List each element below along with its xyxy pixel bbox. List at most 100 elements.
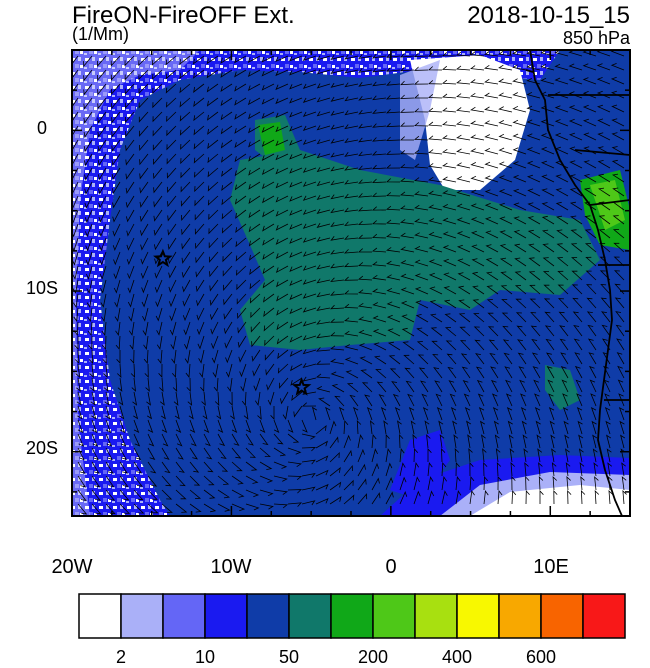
wind-barb [188,405,194,420]
wind-barb [371,477,380,491]
wind-barb [262,223,275,232]
coastline [525,50,630,516]
wind-barb [344,262,359,268]
wind-barb [456,231,471,239]
wind-barb [282,405,289,420]
wind-barb [472,285,485,295]
wind-barb [540,77,555,85]
wind-barb [228,391,233,407]
wind-barb [287,419,294,433]
wind-barb [168,279,177,293]
wind-barb [161,475,172,487]
wind-barb [371,220,387,225]
wind-barb [119,419,126,434]
wind-barb [234,167,247,177]
wind-barb [358,329,373,337]
wind-barb [604,393,611,407]
wind-barb [75,363,81,378]
wind-barb [84,195,93,209]
wind-barb [241,391,247,407]
wind-barb [400,273,415,281]
wind-barb [372,178,387,184]
wind-barb [372,329,387,337]
wind-barb [330,194,345,200]
wind-barb [153,195,163,208]
wind-barb [400,219,415,225]
wind-barb [289,321,303,329]
wind-barb [262,209,275,218]
wind-barb [442,217,457,225]
wind-barb [254,391,261,406]
wind-barb [329,481,342,491]
wind-barb [531,339,541,351]
wind-barb [195,237,205,250]
wind-barb [315,373,331,379]
wind-barb [329,451,340,463]
wind-barb [450,406,457,421]
wind-barb [203,503,217,513]
wind-barb [577,420,583,435]
wind-barb [275,139,289,147]
wind-barb [166,97,177,108]
wind-barb [301,419,308,433]
wind-barb [500,271,513,281]
wind-barb [529,284,541,295]
wind-barb [403,354,415,365]
wind-barb [565,448,570,463]
colorbar-swatch [582,593,626,639]
wind-barb [526,133,541,141]
wind-barb [301,402,317,407]
wind-barb [175,489,187,500]
wind-barb [330,345,345,351]
wind-barb [154,265,163,279]
wind-barb [207,181,219,192]
wind-barb [166,125,177,137]
wind-barb [427,52,443,57]
wind-barb [329,466,341,477]
wind-barb [231,433,240,446]
wind-barb [217,419,224,434]
wind-barb [503,352,513,365]
wind-barb [428,204,443,211]
wind-barb [386,233,401,239]
wind-barb [592,448,598,463]
wind-barb [526,64,541,71]
wind-barb [386,301,401,309]
wind-barb [578,434,584,449]
wind-barb [277,363,289,374]
wind-barb [160,405,166,420]
wind-barb [125,153,135,166]
wind-barb [161,433,169,447]
wind-barb [481,434,486,449]
wind-barb [316,347,331,352]
wind-barb [251,335,261,348]
wind-barb [547,379,555,393]
wind-barb [546,366,555,379]
wind-barb [428,218,443,225]
wind-barb [596,104,611,113]
wind-barb [91,447,99,461]
wind-barb [568,132,583,141]
wind-barb [399,122,415,127]
wind-barb [175,475,186,487]
wind-barb [584,229,597,239]
wind-barb [526,91,541,99]
wind-barb [490,379,499,393]
wind-barb [442,162,457,169]
wind-barb [399,490,408,505]
wind-barb [456,217,471,225]
wind-barb [588,352,597,365]
wind-barb [464,406,471,421]
wind-barb [371,233,387,239]
wind-barb [428,163,443,169]
wind-barb [273,419,280,434]
wind-barb [140,237,149,251]
wind-barb [249,293,261,304]
wind-barb [247,69,261,78]
wind-barb [247,55,261,63]
wind-barb [302,349,317,355]
wind-barb [83,55,93,68]
wind-barb [513,243,527,253]
wind-barb [527,229,541,239]
colorbar-label: 400 [441,647,473,667]
